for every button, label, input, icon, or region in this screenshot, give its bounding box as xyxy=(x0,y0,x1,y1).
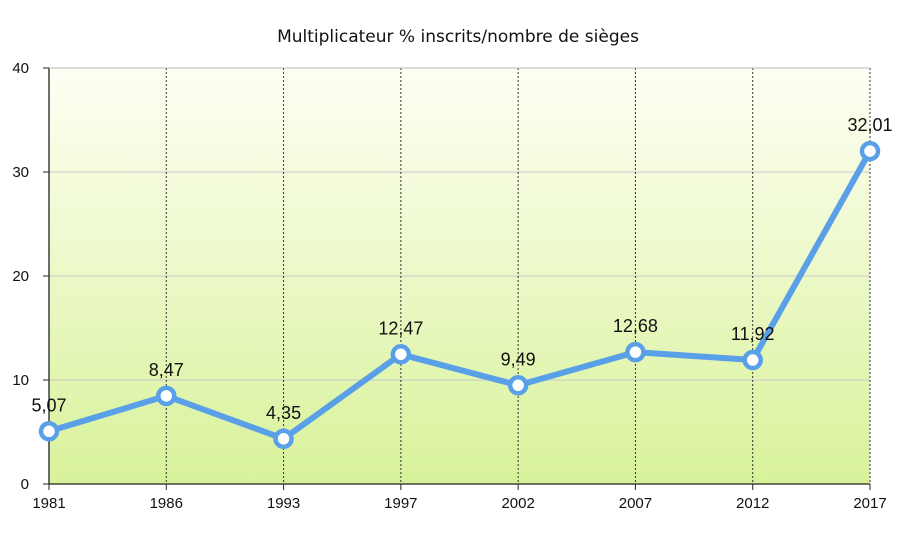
grid xyxy=(49,68,871,484)
series-line xyxy=(46,148,873,442)
y-tick-label: 10 xyxy=(12,372,29,389)
x-tick-label: 2007 xyxy=(619,495,652,512)
x-axis-ticks: 1981 1986 1993 1997 2002 2007 2012 2017 xyxy=(32,484,887,512)
data-point xyxy=(507,375,529,396)
data-point xyxy=(38,421,60,442)
data-point xyxy=(859,140,881,162)
data-point xyxy=(742,349,763,371)
x-tick-label: 2002 xyxy=(501,495,534,512)
data-label: 8,47 xyxy=(149,360,184,380)
data-point xyxy=(156,385,177,407)
data-label: 5,07 xyxy=(31,395,66,415)
data-label: 12,47 xyxy=(378,318,423,338)
y-tick-label: 40 xyxy=(12,60,29,77)
data-label: 32,01 xyxy=(847,115,892,135)
x-tick-label: 1993 xyxy=(267,495,300,512)
data-point xyxy=(625,341,646,363)
data-label: 4,35 xyxy=(266,403,301,423)
y-tick-label: 0 xyxy=(21,476,29,493)
y-axis-ticks: 0 10 20 30 40 xyxy=(12,60,49,493)
data-label: 11,92 xyxy=(731,324,775,344)
chart-title: Multiplicateur % inscrits/nombre de sièg… xyxy=(277,27,639,47)
data-point xyxy=(273,428,294,450)
data-label: 9,49 xyxy=(501,349,536,369)
x-tick-label: 1981 xyxy=(32,495,65,512)
data-labels: 5,07 8,47 4,35 12,47 9,49 12,68 11,92 32,01 xyxy=(31,115,892,423)
series-line-group xyxy=(38,140,881,450)
x-tick-label: 1997 xyxy=(384,495,417,512)
y-tick-label: 30 xyxy=(12,164,29,181)
x-tick-label: 1986 xyxy=(150,495,183,512)
data-label: 12,68 xyxy=(613,316,658,336)
data-point xyxy=(390,344,412,365)
x-tick-label: 2017 xyxy=(853,495,886,512)
x-tick-label: 2012 xyxy=(736,495,769,512)
y-tick-label: 20 xyxy=(12,268,29,285)
